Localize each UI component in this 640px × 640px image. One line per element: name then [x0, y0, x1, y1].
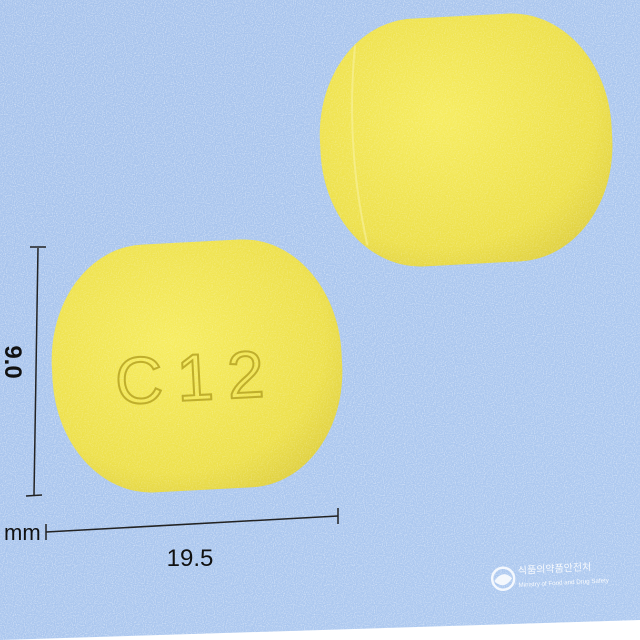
unit-label: mm	[4, 520, 41, 545]
tablet-imprint: C12	[113, 336, 280, 418]
width-dimension: 9.0	[0, 246, 46, 497]
mfds-watermark: 식품의약품안전처 Ministry of Food and Drug Safet…	[490, 561, 610, 591]
length-dimension: 19.5	[45, 508, 339, 572]
length-label: 19.5	[167, 545, 214, 572]
mfds-logo-icon	[490, 566, 516, 591]
width-label: 9.0	[0, 345, 26, 378]
watermark-korean: 식품의약품안전처	[517, 561, 591, 577]
watermark-english: Ministry of Food and Drug Safety	[518, 577, 610, 589]
back-tablet	[319, 13, 613, 267]
front-tablet: C12	[51, 239, 343, 493]
